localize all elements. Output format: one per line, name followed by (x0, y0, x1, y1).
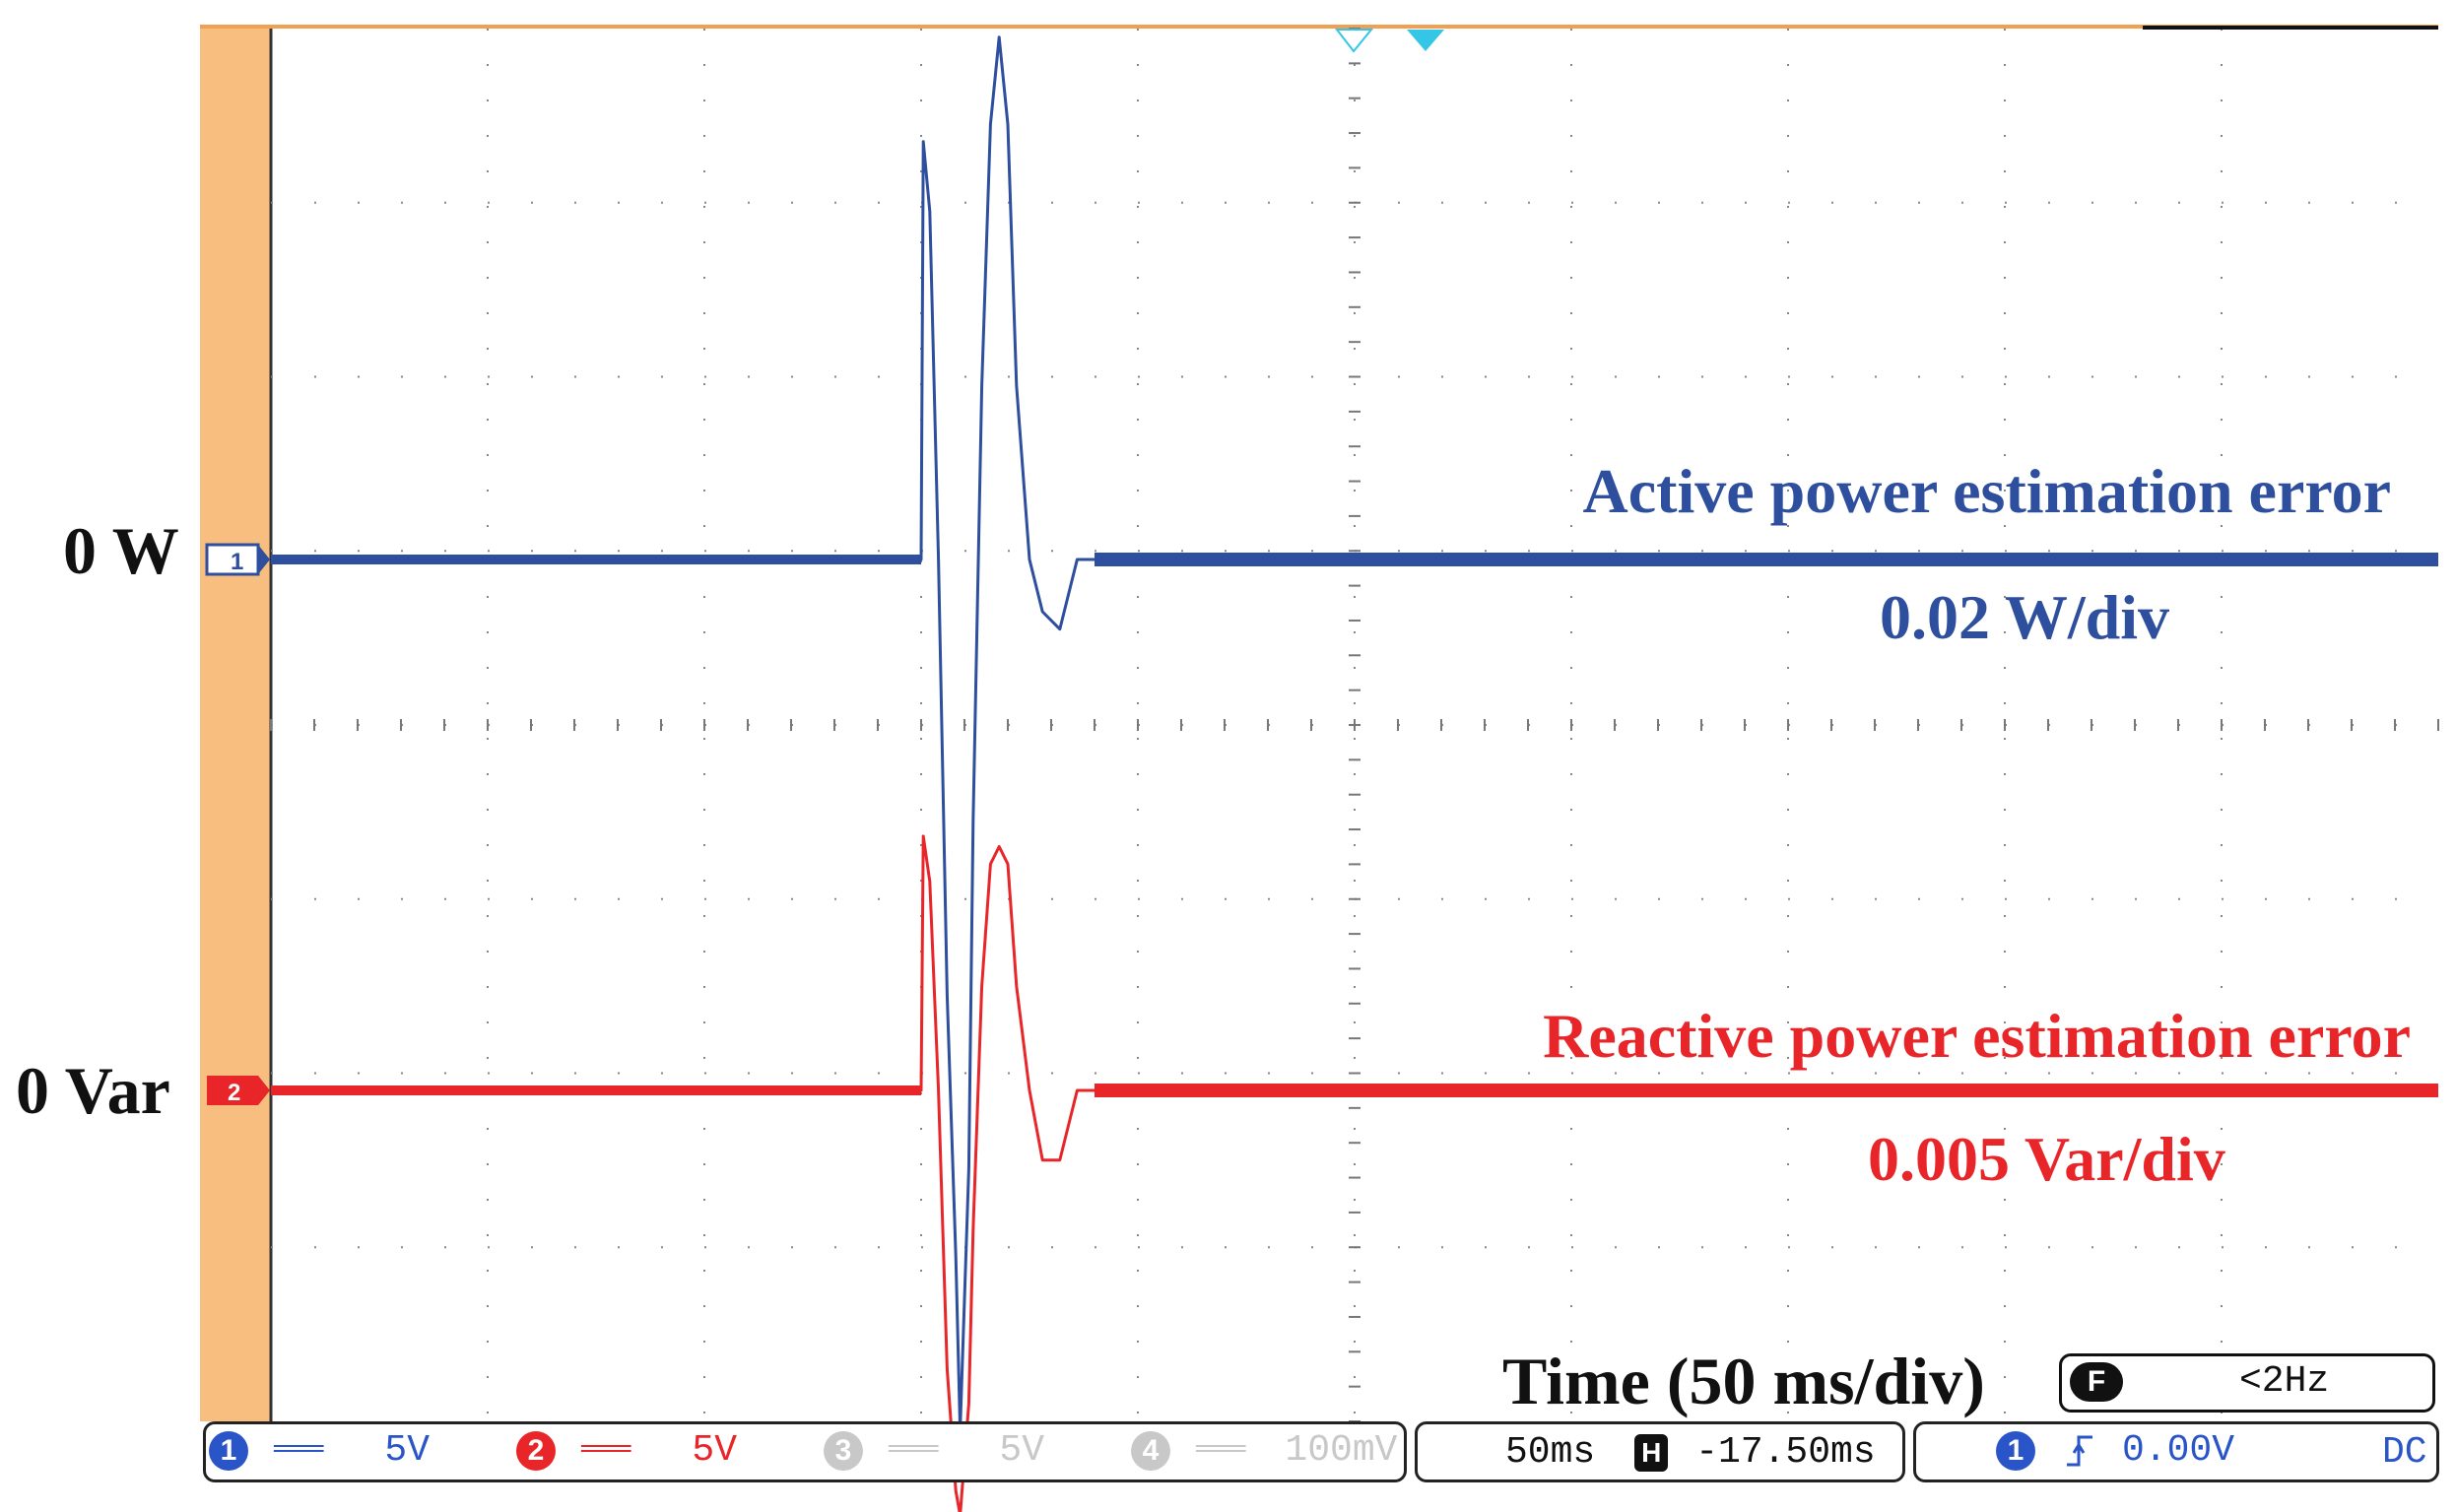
traces (271, 35, 2438, 1512)
frequency-readout: F <2Hz (2059, 1353, 2435, 1413)
ch4-coupling: ═══ (1196, 1435, 1246, 1466)
trigger-setting[interactable]: 1 0.00V (1996, 1429, 2234, 1472)
grid (270, 28, 2439, 1422)
trace-ch2 (271, 834, 2438, 1512)
h-offset-value: -17.50ms (1695, 1431, 1876, 1474)
timebase-setting[interactable]: 50ms H -17.50ms (1505, 1431, 1876, 1474)
ch1-series-label: Active power estimation error (1582, 456, 2391, 526)
trace-ch1 (271, 35, 2438, 1432)
h-icon: H (1634, 1433, 1669, 1472)
ch4-setting[interactable]: 4 ═══ 100mV (1131, 1429, 1397, 1472)
ch1-setting[interactable]: 1 ═══ 5V (209, 1429, 430, 1472)
ch1-scale-label: 0.02 W/div (1880, 582, 2169, 652)
ch4-volts: 100mV (1285, 1429, 1398, 1472)
top-border (200, 25, 2438, 29)
ch3-volts: 5V (999, 1429, 1045, 1472)
ch3-setting[interactable]: 3 ═══ 5V (824, 1429, 1044, 1472)
ch2-scale-label: 0.005 Var/div (1868, 1124, 2225, 1194)
ch2-zero-marker: 2 (207, 1076, 270, 1106)
channel-settings-panel (203, 1421, 1407, 1482)
coupling-mode-value: DC (2382, 1431, 2427, 1474)
frequency-value: <2Hz (2239, 1360, 2330, 1403)
timebase-value: 50ms (1505, 1431, 1596, 1474)
ch1-icon: 1 (209, 1430, 248, 1471)
ch2-series-label: Reactive power estimation error (1543, 1001, 2411, 1071)
trigger-position-marker-outline (1334, 29, 1374, 53)
ch3-icon: 3 (824, 1430, 863, 1471)
rising-edge-icon (2065, 1431, 2094, 1471)
left-margin-band (200, 25, 271, 1421)
trigger-channel-icon: 1 (1996, 1430, 2035, 1471)
ch1-zero-marker: 1 (205, 543, 270, 576)
ch2-coupling: ═══ (581, 1435, 631, 1466)
ch3-coupling: ═══ (889, 1435, 939, 1466)
ch2-icon: 2 (516, 1430, 556, 1471)
status-bar: 1 ═══ 5V 2 ═══ 5V 3 ═══ 5V 4 ═══ 100mV 5… (203, 1421, 2439, 1482)
x-axis-label: Time (50 ms/div) (1502, 1344, 1985, 1418)
trigger-position-marker (1407, 30, 1444, 51)
ch2-setting[interactable]: 2 ═══ 5V (516, 1429, 737, 1472)
ch2-zero-label: 0 Var (16, 1053, 170, 1128)
svg-text:2: 2 (228, 1080, 240, 1106)
ch1-coupling: ═══ (274, 1435, 324, 1466)
frequency-icon: F (2070, 1362, 2123, 1402)
coupling-mode[interactable]: DC (2382, 1431, 2427, 1474)
ch1-zero-label: 0 W (63, 513, 179, 588)
ch4-icon: 4 (1131, 1430, 1170, 1471)
ch2-volts: 5V (692, 1429, 738, 1472)
svg-text:1: 1 (231, 549, 243, 575)
ch1-volts: 5V (384, 1429, 431, 1472)
trigger-level-value: 0.00V (2122, 1429, 2235, 1472)
